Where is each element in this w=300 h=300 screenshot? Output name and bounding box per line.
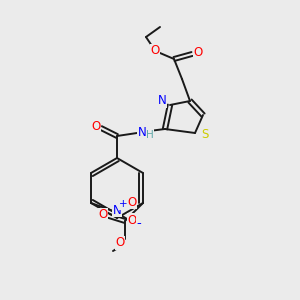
Text: H: H [146, 130, 154, 140]
Text: +: + [119, 199, 127, 209]
Text: S: S [201, 128, 209, 140]
Text: N: N [158, 94, 166, 107]
Text: N: N [112, 203, 122, 217]
Text: O: O [128, 214, 136, 226]
Text: O: O [150, 44, 160, 58]
Text: O: O [128, 196, 136, 208]
Text: O: O [194, 46, 202, 59]
Text: O: O [92, 119, 100, 133]
Text: O: O [116, 236, 124, 250]
Text: -: - [136, 218, 141, 230]
Text: O: O [98, 208, 108, 221]
Text: N: N [138, 125, 146, 139]
